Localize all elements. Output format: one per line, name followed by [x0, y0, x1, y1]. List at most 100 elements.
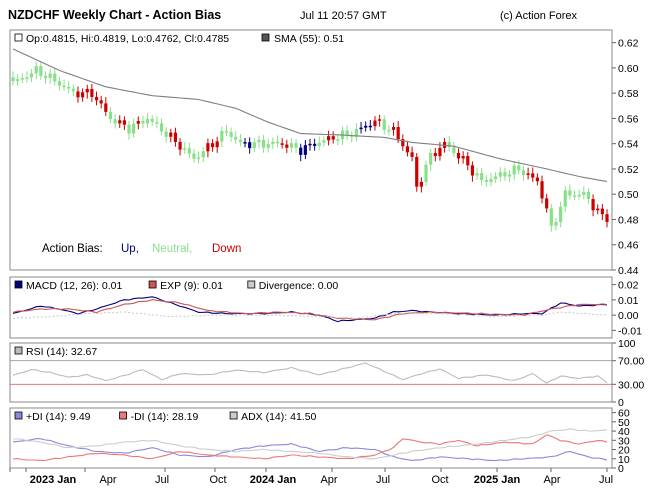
macd-legend-swatch — [247, 280, 256, 289]
candle-body — [326, 136, 331, 141]
rsi-ytick-label: 100 — [618, 338, 636, 350]
candle-body — [252, 142, 256, 149]
candle-body — [243, 142, 247, 144]
candle-body — [424, 164, 428, 182]
price-ytick-label: 0.50 — [618, 189, 639, 201]
rsi-ytick-label: 0 — [618, 397, 624, 409]
sma-legend: SMA (55): 0.51 — [274, 33, 344, 45]
candle-body — [16, 79, 20, 82]
candle-body — [517, 165, 521, 171]
candle-body — [164, 131, 168, 137]
sma-line — [12, 48, 608, 183]
macd-ytick-label: -0.01 — [618, 325, 642, 337]
candle-body — [419, 181, 423, 187]
candle-body — [197, 157, 201, 159]
candle-body — [224, 131, 229, 133]
candle-body — [67, 86, 71, 89]
candle-body — [141, 121, 145, 124]
candle-body — [94, 96, 99, 101]
candle-body — [85, 88, 89, 93]
candle-body — [299, 147, 303, 155]
macd-legend: Divergence: 0.00 — [259, 280, 339, 292]
candle-body — [577, 194, 581, 197]
candle-body — [549, 208, 553, 226]
candle-body — [57, 81, 62, 86]
candle-body — [452, 147, 456, 154]
dmi-legend: -DI (14): 28.19 — [131, 411, 199, 423]
price-ytick-label: 0.46 — [618, 240, 639, 252]
price-ytick-label: 0.62 — [618, 38, 639, 50]
candle-body — [317, 142, 321, 146]
candle-body — [382, 119, 386, 130]
candle-body — [540, 181, 544, 199]
rsi-legend-swatch — [14, 346, 23, 355]
candle-body — [294, 143, 298, 148]
candle-body — [521, 170, 526, 175]
candle-body — [118, 120, 122, 124]
candle-body — [512, 165, 516, 175]
macd-series-line — [12, 299, 608, 321]
candle-body — [535, 177, 539, 182]
dmi-series-line — [12, 438, 608, 462]
candle-body — [433, 153, 437, 157]
candle-body — [266, 144, 270, 148]
candle-body — [229, 132, 233, 137]
candle-body — [415, 156, 419, 187]
candle-body — [220, 131, 224, 142]
rsi-ytick-label: 70.00 — [618, 356, 644, 368]
candle-body — [596, 208, 600, 211]
bias-legend-down: Down — [212, 243, 241, 255]
dmi-ytick-label: 30 — [618, 435, 630, 447]
candle-body — [484, 180, 488, 182]
candle-body — [159, 123, 164, 132]
candle-body — [90, 88, 94, 97]
candle-body — [447, 141, 451, 148]
candle-body — [261, 139, 266, 148]
dmi-legend-swatch — [229, 411, 238, 420]
macd-legend-swatch — [14, 280, 23, 289]
rsi-series-line — [12, 362, 608, 384]
candle-body — [396, 127, 400, 140]
dmi-ytick-label: 20 — [618, 445, 630, 457]
candle-body — [238, 139, 242, 143]
candle-body — [466, 156, 470, 166]
rsi-legend: RSI (14): 32.67 — [26, 346, 97, 358]
candle-body — [391, 127, 396, 130]
price-ytick-label: 0.48 — [618, 214, 639, 226]
candle-body — [289, 143, 294, 148]
candle-body — [545, 198, 549, 209]
price-ytick-label: 0.56 — [618, 113, 639, 125]
candle-body — [29, 73, 34, 78]
chart-copyright: (c) Action Forex — [500, 10, 578, 22]
dmi-legend: ADX (14): 41.50 — [241, 411, 316, 423]
candle-body — [582, 191, 586, 195]
dmi-series-line — [13, 428, 608, 460]
bias-legend-neutral: Neutral, — [152, 243, 192, 255]
candle-body — [183, 148, 187, 150]
candle-body — [475, 173, 479, 176]
candle-body — [20, 78, 24, 80]
candle-body — [470, 165, 475, 176]
candle-body — [201, 151, 205, 158]
candle-body — [127, 124, 131, 134]
candle-body — [280, 143, 284, 145]
candle-body — [600, 208, 604, 215]
candle-body — [373, 120, 377, 127]
candle-body — [248, 142, 252, 149]
candle-body — [359, 127, 363, 130]
candle-body — [113, 119, 117, 124]
candle-body — [558, 206, 563, 223]
candle-body — [145, 118, 150, 124]
candle-body — [354, 129, 359, 137]
candle-body — [271, 141, 275, 145]
candle-body — [192, 153, 196, 159]
candle-body — [494, 176, 498, 180]
macd-legend-swatch — [148, 280, 157, 289]
candle-body — [122, 120, 126, 125]
candle-body — [215, 141, 219, 148]
candle-body — [62, 85, 66, 88]
candle-body — [410, 152, 414, 157]
candle-body — [34, 66, 38, 74]
x-tick-label: Jul — [376, 474, 390, 486]
